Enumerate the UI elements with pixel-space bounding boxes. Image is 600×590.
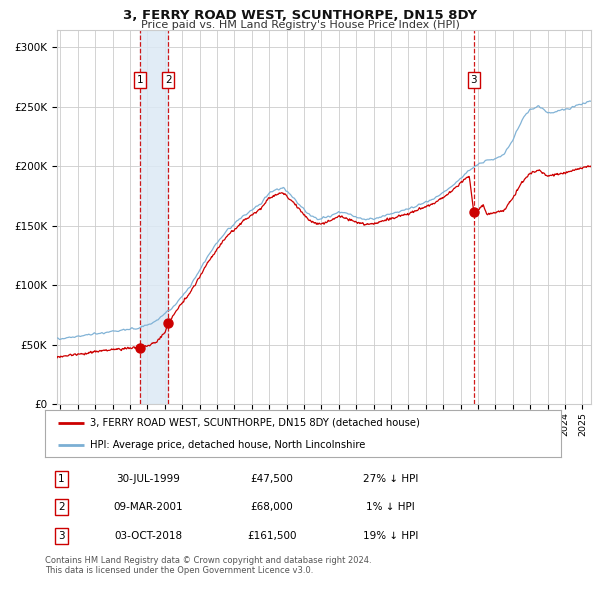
Text: 1% ↓ HPI: 1% ↓ HPI (367, 503, 415, 512)
Text: 19% ↓ HPI: 19% ↓ HPI (363, 531, 418, 540)
Text: 09-MAR-2001: 09-MAR-2001 (113, 503, 183, 512)
Text: 1: 1 (58, 474, 65, 484)
Text: 3, FERRY ROAD WEST, SCUNTHORPE, DN15 8DY: 3, FERRY ROAD WEST, SCUNTHORPE, DN15 8DY (123, 9, 477, 22)
Text: 1: 1 (137, 75, 143, 85)
Text: 03-OCT-2018: 03-OCT-2018 (114, 531, 182, 540)
Text: 30-JUL-1999: 30-JUL-1999 (116, 474, 180, 484)
Text: 27% ↓ HPI: 27% ↓ HPI (363, 474, 418, 484)
Text: 2: 2 (165, 75, 172, 85)
Text: HPI: Average price, detached house, North Lincolnshire: HPI: Average price, detached house, Nort… (91, 440, 366, 450)
Text: Price paid vs. HM Land Registry's House Price Index (HPI): Price paid vs. HM Land Registry's House … (140, 20, 460, 30)
Bar (140, 30, 168, 404)
Text: This data is licensed under the Open Government Licence v3.0.: This data is licensed under the Open Gov… (45, 566, 313, 575)
Text: £161,500: £161,500 (247, 531, 297, 540)
Text: £68,000: £68,000 (251, 503, 293, 512)
Text: £47,500: £47,500 (251, 474, 293, 484)
Text: Contains HM Land Registry data © Crown copyright and database right 2024.: Contains HM Land Registry data © Crown c… (45, 556, 371, 565)
Text: 3: 3 (58, 531, 65, 540)
Text: 2: 2 (58, 503, 65, 512)
Text: 3, FERRY ROAD WEST, SCUNTHORPE, DN15 8DY (detached house): 3, FERRY ROAD WEST, SCUNTHORPE, DN15 8DY… (91, 418, 420, 428)
Text: 3: 3 (470, 75, 477, 85)
